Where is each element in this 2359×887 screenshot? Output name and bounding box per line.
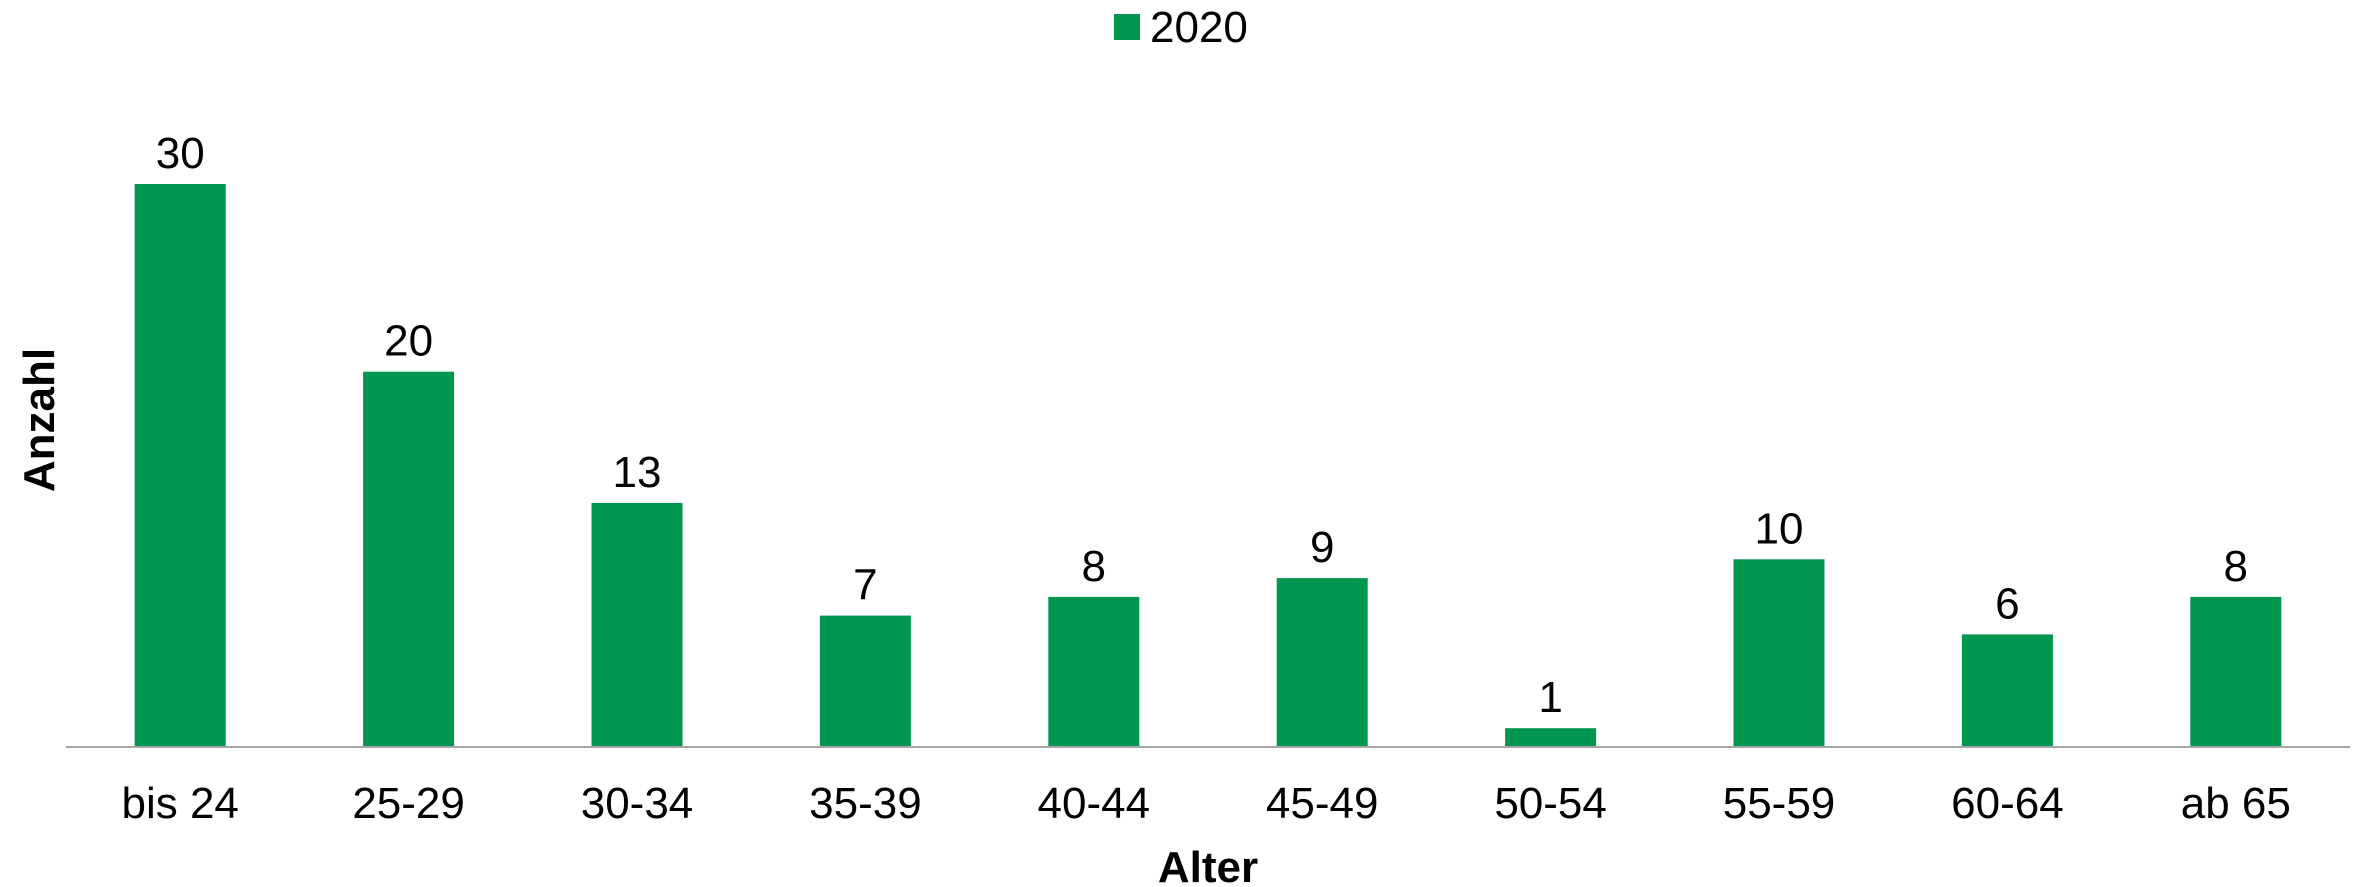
bar-50-54 <box>1505 728 1597 747</box>
x-axis-title: Alter <box>1158 843 1258 887</box>
bar-60-64 <box>1961 634 2053 747</box>
x-tick-label-55-59: 55-59 <box>1723 779 1836 828</box>
x-tick-label-30-34: 30-34 <box>581 779 694 828</box>
x-tick-label-bis-24: bis 24 <box>121 779 238 828</box>
y-axis-title: Anzahl <box>15 348 64 492</box>
data-label-bis-24: 30 <box>156 129 205 178</box>
x-tick-label-60-64: 60-64 <box>1951 779 2064 828</box>
x-tick-label-25-29: 25-29 <box>352 779 465 828</box>
data-label-55-59: 10 <box>1755 504 1804 553</box>
data-label-40-44: 8 <box>1082 542 1106 591</box>
bar-30-34 <box>591 503 683 747</box>
bars <box>134 184 2282 747</box>
bar-40-44 <box>1048 596 1140 747</box>
data-label-30-34: 13 <box>613 448 662 497</box>
x-tick-labels: bis 24 25-29 30-34 35-39 40-44 45-49 50-54 55-5… <box>121 779 2290 828</box>
legend-swatch <box>1114 14 1140 40</box>
x-tick-label-45-49: 45-49 <box>1266 779 1379 828</box>
bar-bis-24 <box>134 184 226 747</box>
legend-label: 2020 <box>1150 3 1248 52</box>
bar-45-49 <box>1276 578 1368 747</box>
data-label-60-64: 6 <box>1995 579 2019 628</box>
legend: 2020 <box>1114 3 1248 52</box>
bar-35-39 <box>819 615 911 747</box>
data-label-25-29: 20 <box>384 317 433 366</box>
data-label-45-49: 9 <box>1310 523 1334 572</box>
x-tick-label-40-44: 40-44 <box>1038 779 1151 828</box>
bar-labels: 30 20 13 7 8 9 1 10 6 8 <box>156 129 2248 722</box>
x-tick-label-ab-65: ab 65 <box>2181 779 2291 828</box>
data-label-ab-65: 8 <box>2224 542 2248 591</box>
data-label-35-39: 7 <box>853 561 877 610</box>
data-label-50-54: 1 <box>1538 673 1562 722</box>
bar-55-59 <box>1733 559 1825 747</box>
x-tick-label-35-39: 35-39 <box>809 779 922 828</box>
bar-25-29 <box>363 371 455 747</box>
x-tick-label-50-54: 50-54 <box>1494 779 1607 828</box>
bar-ab-65 <box>2190 596 2282 747</box>
